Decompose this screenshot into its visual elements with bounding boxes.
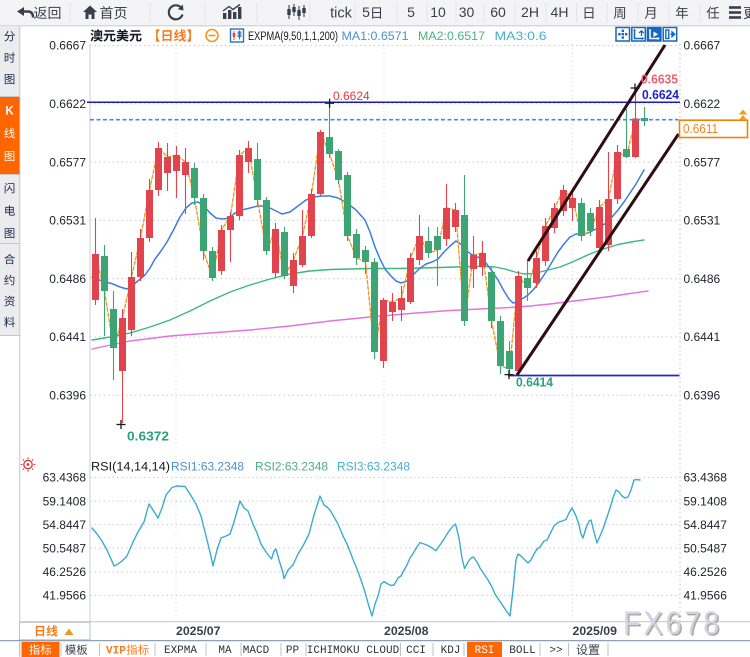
svg-text:5: 5	[407, 4, 415, 20]
svg-text:MA: MA	[218, 645, 232, 657]
svg-text:MA1:0.6571: MA1:0.6571	[342, 29, 409, 43]
svg-text:0.6441: 0.6441	[684, 330, 721, 344]
svg-text:0.6372: 0.6372	[127, 430, 169, 444]
svg-text:ICHIMOKU CLOUD: ICHIMOKU CLOUD	[307, 645, 400, 657]
svg-text:MACD: MACD	[243, 645, 270, 657]
svg-text:BOLL: BOLL	[509, 645, 535, 657]
svg-text:EXPMA(9,50,1,1,200): EXPMA(9,50,1,1,200)	[248, 29, 338, 43]
svg-text:50.5487: 50.5487	[684, 541, 728, 555]
svg-text:0.6622: 0.6622	[49, 97, 86, 111]
svg-text:FX678: FX678	[625, 607, 724, 643]
svg-text:VIP: VIP	[106, 646, 126, 657]
svg-text:0.6486: 0.6486	[684, 272, 721, 286]
svg-text:0.6667: 0.6667	[684, 39, 721, 53]
svg-text:0.6396: 0.6396	[49, 389, 86, 403]
svg-text:0.6622: 0.6622	[684, 97, 721, 111]
svg-text:K: K	[5, 106, 14, 118]
svg-text:0.6624: 0.6624	[333, 89, 370, 103]
svg-text:63.4368: 63.4368	[684, 471, 728, 485]
svg-text:MA2:0.6517: MA2:0.6517	[418, 29, 485, 43]
svg-text:0.6624: 0.6624	[642, 88, 679, 102]
svg-text:46.2526: 46.2526	[684, 565, 728, 579]
svg-text:FX678: FX678	[623, 605, 722, 641]
svg-text:0.6531: 0.6531	[684, 214, 721, 228]
svg-text:60: 60	[490, 4, 506, 20]
svg-text:RSI: RSI	[475, 645, 495, 657]
svg-text:0.6441: 0.6441	[49, 330, 86, 344]
svg-text:0.6667: 0.6667	[49, 39, 86, 53]
svg-text:0.6635: 0.6635	[641, 73, 678, 87]
svg-text:2H: 2H	[521, 4, 539, 20]
svg-text:59.1408: 59.1408	[684, 494, 728, 508]
svg-text:63.4368: 63.4368	[43, 471, 87, 485]
svg-text:KDJ: KDJ	[441, 645, 461, 657]
svg-text:0.6577: 0.6577	[684, 155, 721, 169]
svg-text:2025/08: 2025/08	[384, 624, 429, 638]
svg-text:41.9566: 41.9566	[684, 589, 728, 603]
svg-text:0.6531: 0.6531	[49, 214, 86, 228]
svg-text:2025/07: 2025/07	[176, 624, 221, 638]
svg-text:0.6577: 0.6577	[49, 155, 86, 169]
svg-text:MA3:0.6: MA3:0.6	[495, 29, 547, 43]
svg-text:50.5487: 50.5487	[43, 541, 87, 555]
svg-text:2025/09: 2025/09	[573, 624, 618, 638]
svg-text:CCI: CCI	[406, 645, 426, 657]
svg-text:41.9566: 41.9566	[43, 589, 87, 603]
svg-text:0.6414: 0.6414	[516, 376, 553, 390]
svg-text:46.2526: 46.2526	[43, 565, 87, 579]
svg-text:RSI2:63.2348: RSI2:63.2348	[255, 460, 328, 474]
svg-text:PP: PP	[286, 645, 300, 657]
svg-text:RSI3:63.2348: RSI3:63.2348	[337, 460, 410, 474]
svg-text:54.8447: 54.8447	[43, 518, 87, 532]
svg-text:EXPMA: EXPMA	[164, 645, 197, 657]
svg-text:30: 30	[459, 4, 475, 20]
svg-text:>>: >>	[549, 645, 562, 657]
svg-text:4H: 4H	[551, 4, 569, 20]
svg-text:10: 10	[430, 4, 446, 20]
svg-text:0.6486: 0.6486	[49, 272, 86, 286]
svg-text:0.6611: 0.6611	[683, 122, 718, 136]
svg-text:RSI1:63.2348: RSI1:63.2348	[171, 460, 244, 474]
svg-text:tick: tick	[330, 6, 353, 22]
svg-text:0.6396: 0.6396	[684, 389, 721, 403]
svg-text:RSI(14,14,14): RSI(14,14,14)	[91, 460, 170, 474]
svg-text:5: 5	[362, 4, 370, 20]
svg-text:59.1408: 59.1408	[43, 494, 87, 508]
svg-text:54.8447: 54.8447	[684, 518, 728, 532]
